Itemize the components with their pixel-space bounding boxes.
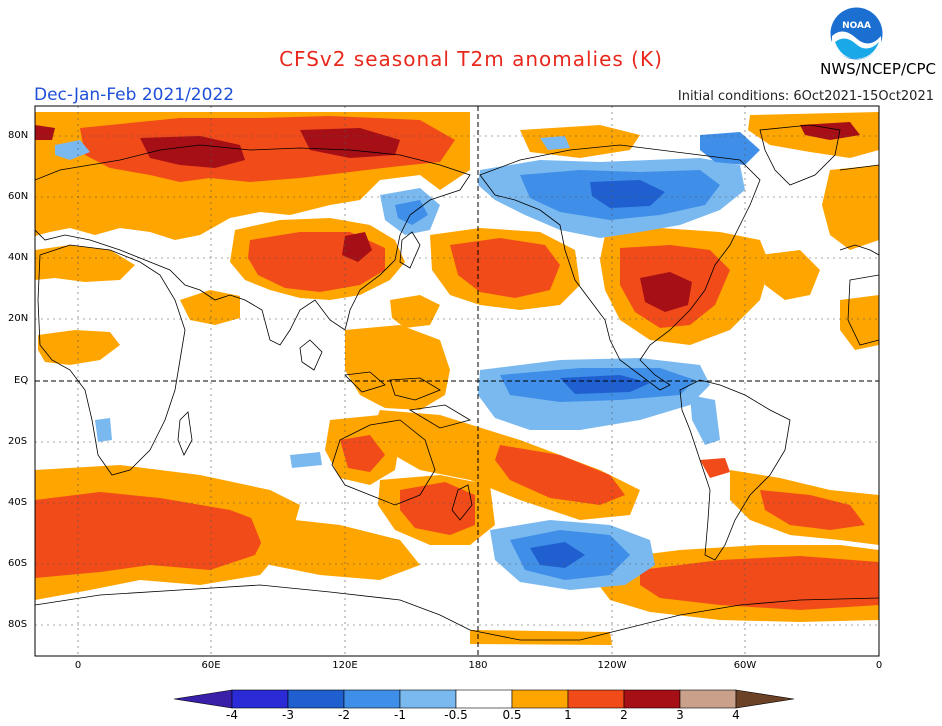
colorbar-bin — [679, 689, 737, 709]
lon-label-60e: 60E — [201, 660, 221, 671]
colorbar-bin — [231, 689, 289, 709]
cold-anomaly-regions — [55, 132, 760, 590]
colorbar-bin — [623, 689, 681, 709]
lon-label-120w: 120W — [597, 660, 627, 671]
lat-label-80s: 80S — [8, 619, 28, 630]
continent-outlines — [35, 124, 879, 641]
colorbar-arrow-high — [735, 689, 795, 709]
lat-label-60n: 60N — [8, 191, 29, 202]
season-label: Dec-Jan-Feb 2021/2022 — [34, 85, 235, 105]
colorbar-tick-label: -0.5 — [444, 708, 468, 722]
colorbar-tick-label: -1 — [394, 708, 406, 722]
colorbar-tick-label: 3 — [676, 708, 684, 722]
lon-label-180: 180 — [468, 660, 488, 671]
colorbar-tick-label: -4 — [226, 708, 238, 722]
colorbar-arrow-low — [173, 689, 233, 709]
lat-label-20s: 20S — [8, 436, 28, 447]
agency-label: NWS/NCEP/CPC — [820, 60, 936, 78]
lon-label-60w: 60W — [733, 660, 757, 671]
noaa-logo: NOAA — [829, 6, 884, 61]
map-frame — [34, 105, 880, 657]
lat-label-20n: 20N — [8, 313, 29, 324]
lat-label-60s: 60S — [8, 558, 28, 569]
colorbar-bin — [455, 689, 513, 709]
colorbar-bin — [567, 689, 625, 709]
lon-label-0-east: 0 — [875, 660, 883, 671]
lon-label-0: 0 — [74, 660, 82, 671]
colorbar-tick-label: 1 — [564, 708, 572, 722]
colorbar-tick-label: 4 — [732, 708, 740, 722]
graticule — [35, 106, 879, 656]
colorbar-tick-label: -3 — [282, 708, 294, 722]
colorbar-tick-label: -2 — [338, 708, 350, 722]
lat-label-80n: 80N — [8, 130, 29, 141]
colorbar-bin — [287, 689, 345, 709]
colorbar-tick-label: 2 — [620, 708, 628, 722]
colorbar-bin — [399, 689, 457, 709]
lat-label-40s: 40S — [8, 497, 28, 508]
lat-label-eq: EQ — [14, 375, 29, 386]
colorbar-bin — [343, 689, 401, 709]
lat-label-40n: 40N — [8, 252, 29, 263]
colorbar-tick-label: 0.5 — [502, 708, 522, 722]
logo-text: NOAA — [842, 21, 871, 31]
lon-label-120e: 120E — [332, 660, 358, 671]
colorbar-bin — [511, 689, 569, 709]
chart-title: CFSv2 seasonal T2m anomalies (K) — [279, 47, 663, 71]
initial-conditions-label: Initial conditions: 6Oct2021-15Oct2021 — [677, 89, 934, 104]
